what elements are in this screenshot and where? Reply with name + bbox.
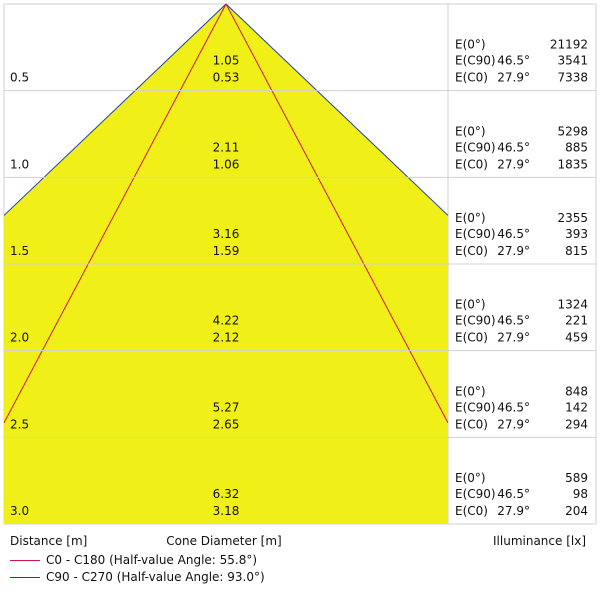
distance-row: 2.0 4.22 2.12 E(0°) 1324 E(C90) 46.5° 221 E(C0) 2…	[4, 298, 596, 352]
illuminance-ec90-angle: 46.5°	[497, 314, 530, 328]
distance-row: 2.5 5.27 2.65 E(0°) 848 E(C90) 46.5° 142 E(C0) 27…	[4, 384, 596, 438]
illuminance-ec0-label: E(C0)	[455, 157, 488, 171]
legend-swatch-c90	[10, 576, 40, 578]
illuminance-e0-value: 848	[565, 384, 588, 398]
c90-edge-right	[225, 3, 449, 216]
illuminance-ec0-label: E(C0)	[455, 71, 488, 85]
cone-diameter-c90: 5.27	[213, 400, 240, 414]
illuminance-ec90-value: 393	[565, 227, 588, 241]
illuminance-ec90-label: E(C90)	[455, 487, 496, 501]
cone-diameter-c90: 4.22	[213, 314, 240, 328]
illuminance-ec0-angle: 27.9°	[497, 71, 530, 85]
illuminance-ec0-value: 7338	[557, 71, 588, 85]
cone-edges	[3, 3, 449, 424]
cone-diameter-c0: 0.53	[213, 71, 240, 85]
cone-diameter-c0: 2.65	[213, 417, 240, 431]
illuminance-ec90-angle: 46.5°	[497, 227, 530, 241]
illuminance-e0-value: 1324	[557, 298, 588, 312]
cone-diameter-c90: 2.11	[213, 140, 240, 154]
cone-diameter-c90: 6.32	[213, 487, 240, 501]
distance-label: 2.5	[10, 417, 29, 431]
illuminance-ec0-value: 204	[565, 504, 588, 518]
illuminance-e0-label: E(0°)	[455, 384, 486, 398]
cone-diameter-c0: 1.59	[213, 244, 240, 258]
illuminance-ec90-label: E(C90)	[455, 314, 496, 328]
illuminance-e0-value: 2355	[557, 211, 588, 225]
illuminance-e0-label: E(0°)	[455, 124, 486, 138]
illuminance-ec90-label: E(C90)	[455, 140, 496, 154]
illuminance-e0-label: E(0°)	[455, 38, 486, 52]
illuminance-ec0-value: 459	[565, 331, 588, 345]
illuminance-e0-label: E(0°)	[455, 211, 486, 225]
illuminance-ec0-label: E(C0)	[455, 504, 488, 518]
illuminance-ec0-angle: 27.9°	[497, 157, 530, 171]
illuminance-ec0-angle: 27.9°	[497, 504, 530, 518]
illuminance-ec90-label: E(C90)	[455, 227, 496, 241]
illuminance-ec90-value: 221	[565, 314, 588, 328]
illuminance-ec90-value: 98	[573, 487, 588, 501]
illuminance-ec90-angle: 46.5°	[497, 487, 530, 501]
distance-label: 1.0	[10, 157, 29, 171]
distance-label: 2.0	[10, 331, 29, 345]
illuminance-ec90-angle: 46.5°	[497, 54, 530, 68]
illuminance-ec90-angle: 46.5°	[497, 140, 530, 154]
illuminance-ec90-value: 885	[565, 140, 588, 154]
illuminance-ec90-value: 3541	[557, 54, 588, 68]
distance-label: 3.0	[10, 504, 29, 518]
distance-label: 0.5	[10, 71, 29, 85]
illuminance-ec90-label: E(C90)	[455, 400, 496, 414]
distance-axis-label: Distance [m]	[10, 534, 87, 548]
cone-diameter-c0: 3.18	[213, 504, 240, 518]
illuminance-ec90-label: E(C90)	[455, 54, 496, 68]
legend-swatch-c0	[10, 559, 40, 561]
cone-diameter-c90: 1.05	[213, 54, 240, 68]
illuminance-ec90-angle: 46.5°	[497, 400, 530, 414]
illuminance-ec0-value: 815	[565, 244, 588, 258]
distance-row: 1.0 2.11 1.06 E(0°) 5298 E(C90) 46.5° 885 E(C0) 2…	[4, 124, 596, 178]
illuminance-ec0-angle: 27.9°	[497, 244, 530, 258]
distance-label: 1.5	[10, 244, 29, 258]
legend-item-c90-c270: C90 - C270 (Half-value Angle: 93.0°)	[10, 570, 265, 584]
distance-row: 3.0 6.32 3.18 E(0°) 589 E(C90) 46.5° 98 E(C0) 27.…	[4, 471, 596, 525]
illuminance-axis-label: Illuminance [lx]	[493, 534, 586, 548]
cone-diameter-c90: 3.16	[213, 227, 240, 241]
legend-label-c90: C90 - C270 (Half-value Angle: 93.0°)	[46, 570, 265, 584]
illuminance-e0-value: 21192	[550, 38, 588, 52]
illuminance-e0-value: 589	[565, 471, 588, 485]
illuminance-ec0-label: E(C0)	[455, 417, 488, 431]
illuminance-ec0-angle: 27.9°	[497, 417, 530, 431]
c0-line-right	[225, 3, 449, 424]
distance-row: 0.5 1.05 0.53 E(0°) 21192 E(C90) 46.5° 3541 E(C0…	[4, 38, 596, 92]
illuminance-e0-label: E(0°)	[455, 471, 486, 485]
legend-item-c0-c180: C0 - C180 (Half-value Angle: 55.8°)	[10, 553, 257, 567]
illuminance-ec0-label: E(C0)	[455, 244, 488, 258]
illuminance-ec0-value: 1835	[557, 157, 588, 171]
cone-diameter-axis-label: Cone Diameter [m]	[166, 534, 281, 548]
illuminance-ec0-label: E(C0)	[455, 331, 488, 345]
legend-label-c0: C0 - C180 (Half-value Angle: 55.8°)	[46, 553, 258, 567]
illuminance-ec0-value: 294	[565, 417, 588, 431]
illuminance-ec90-value: 142	[565, 400, 588, 414]
illuminance-e0-value: 5298	[557, 124, 588, 138]
distance-row: 1.5 3.16 1.59 E(0°) 2355 E(C90) 46.5° 393 E(C0) 2…	[4, 211, 596, 265]
c0-line-left	[3, 3, 227, 424]
cone-diameter-c0: 2.12	[213, 331, 240, 345]
c90-edge-left	[3, 3, 227, 216]
illuminance-ec0-angle: 27.9°	[497, 331, 530, 345]
cone-diameter-c0: 1.06	[213, 157, 240, 171]
illuminance-e0-label: E(0°)	[455, 298, 486, 312]
